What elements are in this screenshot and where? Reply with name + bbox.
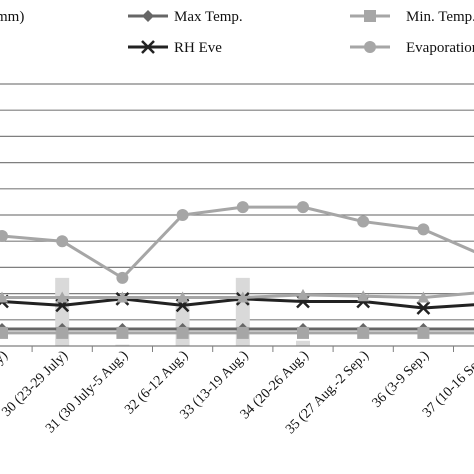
data-point bbox=[176, 291, 189, 303]
legend-marker-rh-eve bbox=[141, 40, 155, 54]
series-line bbox=[1, 205, 474, 280]
data-point bbox=[56, 235, 69, 248]
data-point bbox=[236, 201, 249, 214]
legend-marker-max-temp bbox=[142, 10, 154, 22]
legend-item-min-temp: Min. Temp. bbox=[350, 9, 474, 25]
data-point bbox=[0, 291, 8, 303]
legend-label-evaporation: Evaporation bbox=[406, 40, 474, 56]
series-line bbox=[1, 297, 474, 310]
data-point bbox=[236, 291, 249, 303]
data-point bbox=[357, 290, 370, 302]
data-point bbox=[417, 326, 430, 339]
data-point bbox=[56, 291, 69, 303]
data-point bbox=[417, 223, 430, 236]
series-line bbox=[2, 331, 474, 335]
legend: mm) Max Temp. Min. Temp. RH Eve Evaporat… bbox=[0, 9, 474, 56]
data-point bbox=[176, 209, 189, 221]
x-axis: 29 (15-21 July)30 (23-29 July)31 (30 Jul… bbox=[0, 345, 474, 437]
legend-fragment: mm) bbox=[0, 9, 24, 25]
data-point bbox=[297, 201, 309, 214]
legend-label-min-temp: Min. Temp. bbox=[406, 9, 474, 25]
data-point bbox=[236, 326, 249, 339]
data-point bbox=[116, 271, 129, 284]
legend-item-rh-eve: RH Eve bbox=[128, 40, 222, 56]
data-point bbox=[357, 326, 370, 339]
legend-label-rh-eve: RH Eve bbox=[174, 40, 222, 56]
x-tick-label: 36 (3-9 Sep.) bbox=[370, 348, 433, 411]
legend-marker-min-temp bbox=[364, 10, 376, 22]
legend-item-max-temp: Max Temp. bbox=[128, 9, 243, 25]
legend-label-max-temp: Max Temp. bbox=[174, 9, 243, 25]
data-point bbox=[0, 326, 8, 339]
legend-marker-evaporation bbox=[364, 41, 376, 53]
data-point bbox=[56, 326, 69, 339]
data-point bbox=[176, 326, 189, 339]
legend-item-evaporation: Evaporation bbox=[350, 40, 474, 56]
data-point bbox=[297, 288, 309, 300]
data-point bbox=[416, 301, 431, 315]
data-point bbox=[116, 326, 129, 339]
data-point bbox=[116, 291, 129, 303]
rainfall-bar bbox=[296, 340, 310, 346]
series-line bbox=[2, 327, 474, 331]
data-point bbox=[297, 326, 309, 339]
data-point bbox=[357, 215, 370, 228]
rainfall-bar bbox=[115, 344, 130, 346]
series-lines bbox=[0, 201, 474, 339]
data-point bbox=[417, 291, 430, 303]
data-point bbox=[0, 229, 8, 242]
series-line bbox=[2, 291, 474, 300]
